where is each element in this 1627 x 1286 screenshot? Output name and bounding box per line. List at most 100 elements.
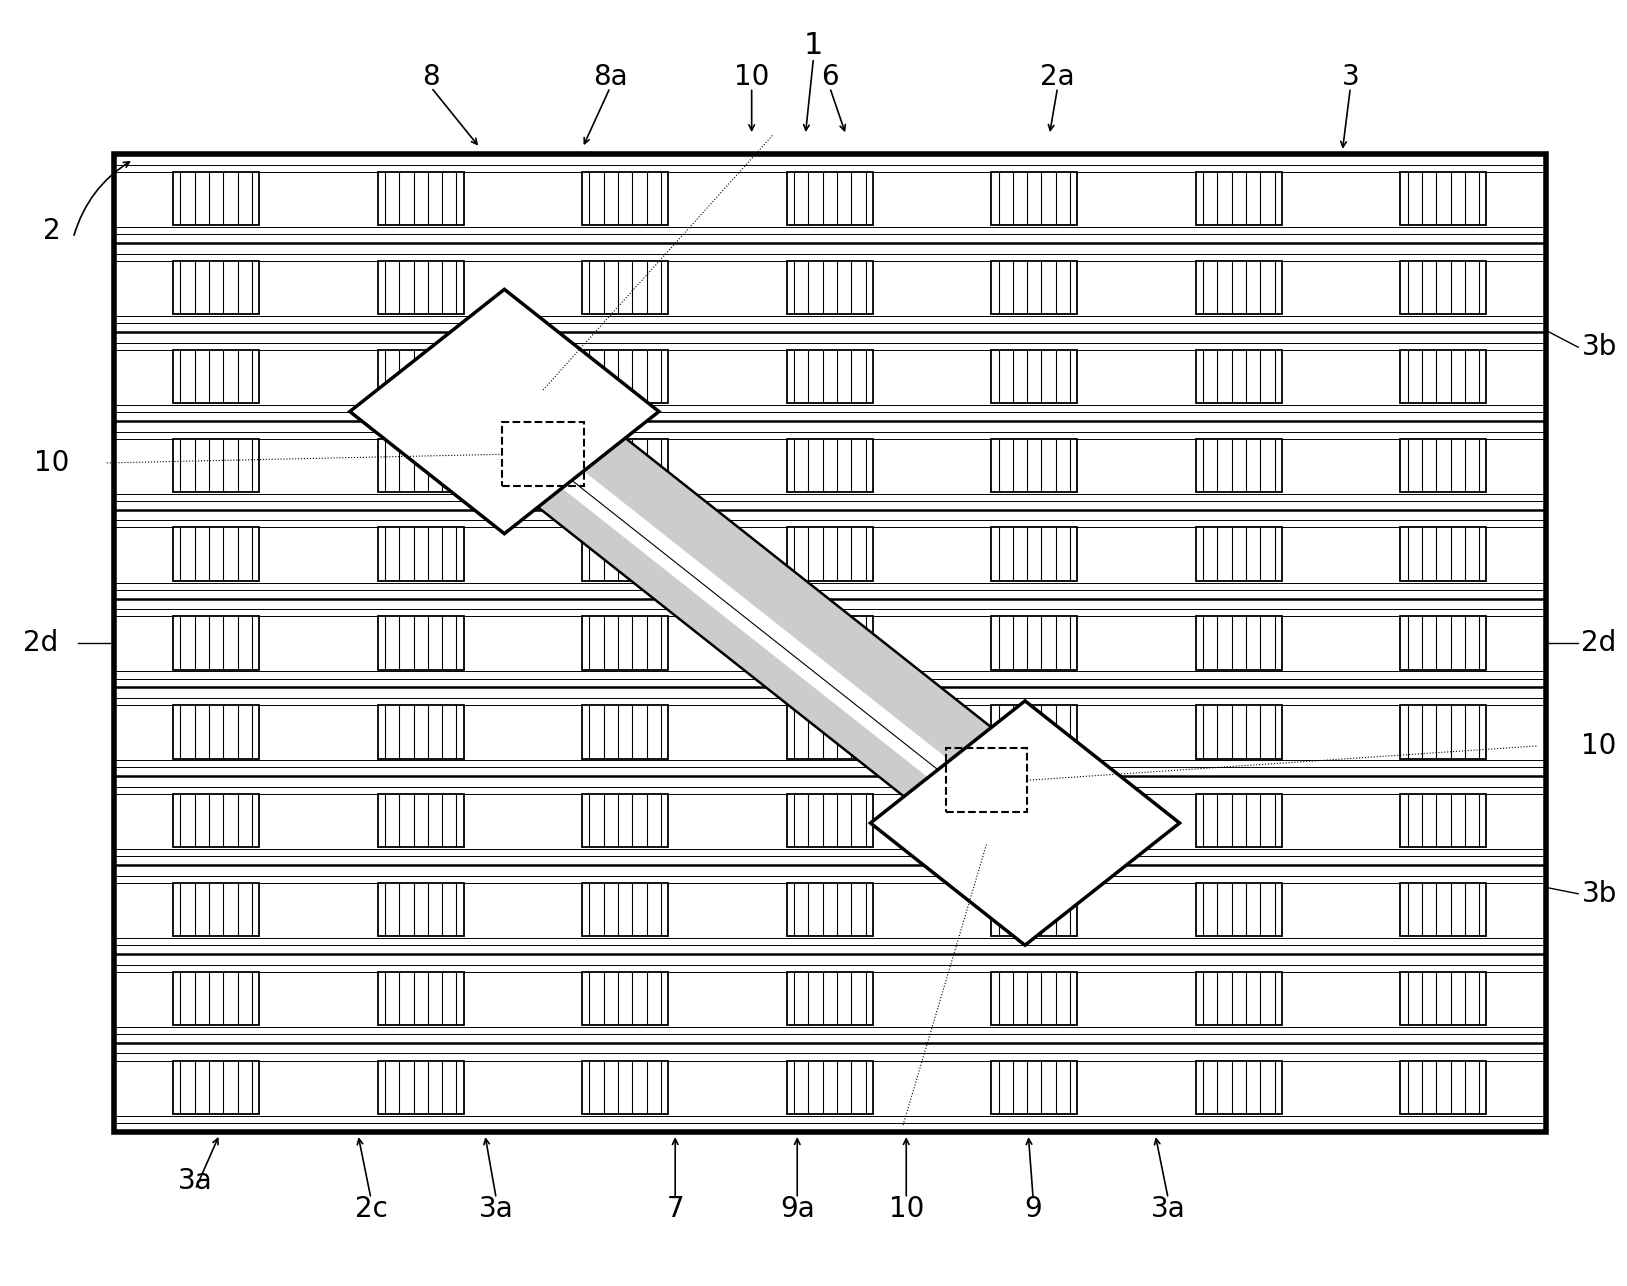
- Polygon shape: [550, 462, 962, 787]
- Bar: [377, 1061, 464, 1114]
- Bar: [582, 616, 669, 670]
- Polygon shape: [350, 289, 659, 534]
- Bar: [582, 527, 669, 581]
- Bar: [172, 350, 259, 403]
- Bar: [1401, 527, 1487, 581]
- Bar: [172, 616, 259, 670]
- Bar: [1196, 527, 1282, 581]
- Bar: [991, 261, 1077, 314]
- Text: 2c: 2c: [355, 1195, 387, 1223]
- Bar: [1401, 793, 1487, 847]
- Bar: [1401, 616, 1487, 670]
- Bar: [172, 705, 259, 759]
- Bar: [1401, 350, 1487, 403]
- Bar: [991, 439, 1077, 493]
- Bar: [582, 1061, 669, 1114]
- Text: 7: 7: [667, 1195, 683, 1223]
- Bar: [582, 972, 669, 1025]
- Bar: [787, 350, 872, 403]
- Text: 2d: 2d: [23, 629, 59, 657]
- Bar: [991, 972, 1077, 1025]
- Bar: [1196, 705, 1282, 759]
- Bar: [377, 527, 464, 581]
- Bar: [1196, 883, 1282, 936]
- Bar: [377, 527, 464, 581]
- Text: 3a: 3a: [177, 1166, 213, 1195]
- Bar: [787, 350, 872, 403]
- Bar: [991, 527, 1077, 581]
- Bar: [1196, 793, 1282, 847]
- Bar: [582, 883, 669, 936]
- Bar: [787, 972, 872, 1025]
- Bar: [582, 705, 669, 759]
- Bar: [582, 261, 669, 314]
- Bar: [172, 439, 259, 493]
- Bar: [172, 793, 259, 847]
- Bar: [377, 883, 464, 936]
- Bar: [377, 616, 464, 670]
- Bar: [1401, 1061, 1487, 1114]
- Bar: [172, 883, 259, 936]
- Bar: [1401, 705, 1487, 759]
- Bar: [582, 616, 669, 670]
- Text: 3a: 3a: [1150, 1195, 1186, 1223]
- Bar: [1401, 705, 1487, 759]
- Text: 2a: 2a: [1040, 63, 1075, 91]
- Bar: [787, 527, 872, 581]
- Text: 3a: 3a: [478, 1195, 514, 1223]
- Bar: [172, 439, 259, 493]
- Bar: [1196, 616, 1282, 670]
- Bar: [377, 261, 464, 314]
- Bar: [1196, 972, 1282, 1025]
- Bar: [377, 972, 464, 1025]
- Bar: [172, 350, 259, 403]
- Bar: [172, 172, 259, 225]
- Bar: [787, 972, 872, 1025]
- Bar: [787, 172, 872, 225]
- Bar: [172, 616, 259, 670]
- Bar: [991, 705, 1077, 759]
- Bar: [377, 172, 464, 225]
- Bar: [582, 172, 669, 225]
- Bar: [377, 883, 464, 936]
- Bar: [1401, 793, 1487, 847]
- Bar: [172, 1061, 259, 1114]
- Bar: [787, 261, 872, 314]
- Text: 9: 9: [1025, 1195, 1041, 1223]
- Bar: [1196, 261, 1282, 314]
- Bar: [991, 261, 1077, 314]
- Text: 2d: 2d: [1581, 629, 1617, 657]
- Bar: [172, 793, 259, 847]
- Bar: [787, 1061, 872, 1114]
- Bar: [1196, 439, 1282, 493]
- Bar: [787, 439, 872, 493]
- Bar: [991, 616, 1077, 670]
- Bar: [377, 439, 464, 493]
- Bar: [1196, 172, 1282, 225]
- Text: 10: 10: [1581, 732, 1617, 760]
- Bar: [377, 350, 464, 403]
- Bar: [114, 154, 1546, 1132]
- Bar: [172, 1061, 259, 1114]
- Bar: [377, 261, 464, 314]
- Bar: [582, 527, 669, 581]
- Bar: [991, 1061, 1077, 1114]
- Bar: [991, 705, 1077, 759]
- Text: 10: 10: [734, 63, 770, 91]
- Bar: [991, 793, 1077, 847]
- Bar: [1196, 527, 1282, 581]
- Bar: [172, 172, 259, 225]
- Text: 3b: 3b: [1581, 880, 1617, 908]
- Bar: [172, 527, 259, 581]
- Bar: [787, 439, 872, 493]
- Text: 2: 2: [44, 217, 60, 246]
- Bar: [582, 793, 669, 847]
- Text: 9a: 9a: [779, 1195, 815, 1223]
- Bar: [991, 883, 1077, 936]
- Bar: [582, 793, 669, 847]
- Bar: [787, 172, 872, 225]
- Bar: [1401, 972, 1487, 1025]
- Bar: [377, 172, 464, 225]
- Bar: [991, 172, 1077, 225]
- Bar: [1196, 1061, 1282, 1114]
